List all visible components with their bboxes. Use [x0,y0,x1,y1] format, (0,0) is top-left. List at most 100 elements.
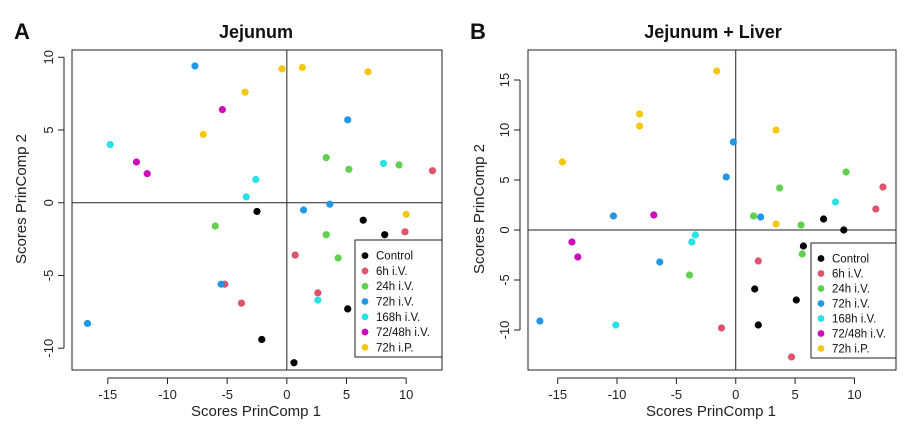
panel-a-y-tick-label: -5 [41,270,56,282]
panel-b-point-168h-i-v [691,231,699,239]
panel-a-y-tick-label: -10 [41,339,56,358]
panel-b-legend-marker-control [817,255,825,262]
panel-b-plot-frame [527,49,897,371]
panel-b-legend-label-72-48h-i-v: 72/48h i.V. [832,329,886,341]
panel-b-point-24h-i-v [685,271,694,279]
panel-b-y-axis-title: Scores PrinComp 2 [471,144,488,274]
panel-a-legend-marker-72h-i-v [361,298,369,305]
panel-a-point-168h-i-v [242,193,250,201]
panel-a-legend-label-control: Control [376,251,413,263]
panel-b-point-72h-i-v [722,173,730,181]
panel-b-legend-box [810,242,897,359]
panel-b-point-72h-i-p [772,220,780,228]
panel-a-point-24h-i-v [395,161,403,169]
panel-b-point-6h-i-v [787,353,796,361]
panel-a-y-tick-label: 10 [41,50,56,64]
panel-b-point-24h-i-v [776,184,784,192]
panel-a-point-control [258,335,266,344]
panel-b-point-72-48h-i-v [568,238,576,246]
panel-a-x-tick-label: 10 [399,387,413,402]
panel-a-point-72h-i-v [326,200,334,208]
panel-b-legend-marker-6h-i-v [817,270,825,277]
panel-b-point-72h-i-p [635,110,644,118]
panel-b-legend-marker-72h-i-p [817,345,825,352]
panel-b-point-24h-i-v [749,212,758,220]
panel-b-point-72h-i-v [609,212,618,220]
panel-b-x-tick-label: 5 [791,387,798,402]
panel-b-point-6h-i-v [872,205,880,213]
panel-a-point-control [290,359,298,367]
panel-a-point-control [381,231,389,239]
panel-b-point-72h-i-p [558,158,567,166]
panel-a-point-24h-i-v [322,231,330,239]
panel-b-point-control [754,321,762,329]
panel-a-title: Jejunum [219,22,293,42]
panel-b-legend-label-72h-i-p: 72h i.P. [832,344,870,356]
panel-b-y-tick-label: 15 [497,73,512,87]
panel-b-point-72-48h-i-v [574,253,582,261]
panel-a-point-72-48h-i-v [132,158,141,166]
panel-b-point-control [819,215,828,223]
panel-a-legend-marker-6h-i-v [361,267,369,275]
panel-a-point-24h-i-v [211,222,219,230]
panel-a-point-72-48h-i-v [143,170,151,178]
panel-a-point-24h-i-v [334,254,342,262]
panel-b-legend-marker-72h-i-v [817,300,825,307]
panel-a-point-6h-i-v [401,228,409,236]
panel-b-y-tick-label: 5 [497,176,512,183]
panel-a-point-control [359,216,367,224]
panel-b-point-24h-i-v [842,168,850,176]
panel-b-title: Jejunum + Liver [644,22,782,42]
panel-b-x-tick-label: 0 [732,387,739,402]
panel-a-point-72h-i-p [298,63,306,72]
panel-a-legend-label-72h-i-v: 72h i.V. [376,297,414,309]
panel-b-point-control [751,285,759,293]
panel-a-legend-marker-control [361,252,369,260]
panel-a-point-72h-i-p [402,210,410,218]
panel-a-point-168h-i-v [252,175,260,184]
panel-b-legend-label-24h-i-v: 24h i.V. [832,284,870,296]
panel-a-x-tick-label: 5 [343,387,350,402]
panel-a-point-24h-i-v [345,165,353,173]
panel-b-x-tick-label: -5 [671,387,683,402]
panel-b-point-168h-i-v [831,198,840,206]
panel-a-legend-label-6h-i-v: 6h i.V. [376,266,408,278]
panel-a-x-tick-label: 0 [283,387,290,402]
panel-b-legend-label-6h-i-v: 6h i.V. [832,269,864,281]
panel-b-legend-label-72h-i-v: 72h i.V. [832,299,870,311]
panel-a-point-6h-i-v [428,167,437,175]
panel-a-point-72h-i-v [344,116,352,124]
panel-b-legend-label-168h-i-v: 168h i.V. [832,314,876,326]
panel-a-point-6h-i-v [237,299,246,307]
panel-a-point-72h-i-v [191,62,199,70]
panel-b-point-control [840,226,848,234]
panel-b-legend-marker-24h-i-v [817,285,825,292]
panel-b-x-tick-label: -10 [608,387,627,402]
panel-b-y-tick-label: -10 [497,321,512,340]
panel-a-point-72h-i-p [278,65,286,73]
panel-a-point-72h-i-p [241,88,249,96]
panel-a-legend-label-168h-i-v: 168h i.V. [376,312,420,324]
panel-b-point-168h-i-v [688,238,696,246]
panel-b-y-tick-label: -5 [497,274,512,286]
panel-b-point-24h-i-v [798,250,806,258]
panel-b-point-168h-i-v [612,321,620,329]
panel-a-legend-marker-72-48h-i-v [361,328,369,336]
panel-b-point-72h-i-p [713,67,721,75]
panel-a-y-axis-title: Scores PrinComp 2 [13,134,30,264]
panel-a-point-24h-i-v [322,154,330,162]
panel-a-legend-box [354,239,443,358]
panel-a-point-168h-i-v [314,296,322,304]
panel-a-x-tick-label: -15 [98,387,117,402]
panel-b: B Jejunum + Liver Scores PrinComp 1 Scor… [470,19,897,420]
panel-a-point-168h-i-v [379,159,388,168]
panel-a-point-72h-i-v [217,280,225,288]
panel-b-point-6h-i-v [754,257,762,265]
panel-a-point-72h-i-v [83,319,92,328]
panel-a-point-168h-i-v [106,140,114,149]
panel-b-point-72h-i-p [772,126,780,134]
panel-b-legend-marker-168h-i-v [817,315,825,322]
panel-a-x-axis-title: Scores PrinComp 1 [191,403,321,420]
panel-b-x-tick-label: -15 [548,387,567,402]
